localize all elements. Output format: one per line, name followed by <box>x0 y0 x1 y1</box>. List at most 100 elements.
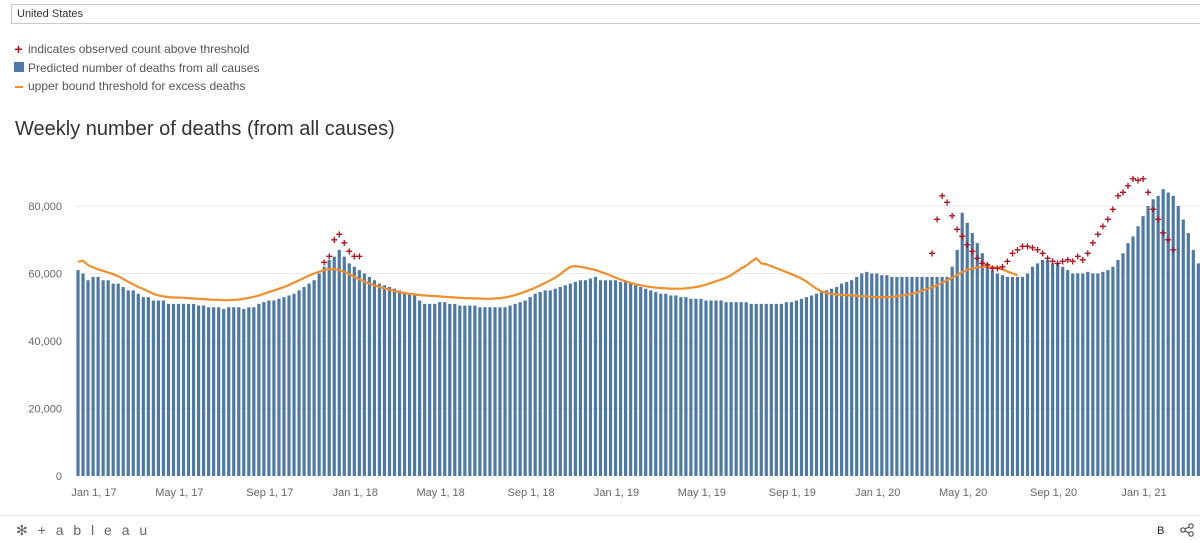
bar <box>352 266 356 476</box>
bar <box>402 292 407 476</box>
bar <box>201 305 206 476</box>
bar <box>935 276 939 476</box>
bar <box>1101 271 1105 476</box>
bar <box>166 303 171 476</box>
bar <box>850 280 854 476</box>
bar <box>890 276 894 476</box>
bar <box>1116 260 1120 476</box>
bar <box>1136 226 1140 476</box>
bar <box>448 303 452 476</box>
bar <box>473 305 477 476</box>
bar <box>709 300 713 476</box>
tableau-logo[interactable]: ✻ + a b l e a u <box>16 522 150 539</box>
bar <box>538 292 542 476</box>
y-tick-label: 40,000 <box>28 336 62 348</box>
legend: + indicates observed count above thresho… <box>12 40 259 96</box>
bar <box>292 293 296 476</box>
bar <box>191 303 196 476</box>
bar <box>493 307 497 476</box>
bar <box>729 302 733 476</box>
bar <box>161 300 166 476</box>
bar <box>1005 276 1010 476</box>
bar <box>438 302 442 476</box>
bar <box>1166 192 1170 476</box>
bar <box>81 273 85 476</box>
x-tick-label: Jan 1, 17 <box>71 487 116 499</box>
observed-marker: + <box>1124 179 1131 193</box>
bar <box>518 302 522 476</box>
bar <box>689 298 693 476</box>
bar <box>855 276 859 476</box>
bar <box>397 290 402 476</box>
bar <box>247 307 251 476</box>
chart-title: Weekly number of deaths (from all causes… <box>15 118 395 140</box>
observed-marker: + <box>994 261 1001 275</box>
observed-marker: + <box>1044 251 1051 265</box>
observed-marker: + <box>1160 226 1167 240</box>
x-tick-label: Jan 1, 21 <box>1121 487 1166 499</box>
bar <box>835 287 839 476</box>
bar <box>478 307 482 476</box>
observed-marker: + <box>1089 236 1096 250</box>
bar <box>212 307 216 476</box>
legend-label-threshold: upper bound threshold for excess deaths <box>28 79 246 94</box>
bar <box>1071 273 1075 476</box>
observed-marker: + <box>1069 255 1076 269</box>
bar <box>377 283 382 476</box>
bar <box>694 298 698 476</box>
bar <box>824 290 829 476</box>
observed-marker: + <box>1104 213 1111 227</box>
bar <box>322 266 326 476</box>
threshold-line <box>77 257 1018 302</box>
x-tick-label: May 1, 19 <box>678 487 726 499</box>
bar <box>880 275 884 476</box>
bar <box>945 276 949 476</box>
bar <box>483 307 487 476</box>
bar <box>106 280 110 476</box>
bar <box>443 302 447 476</box>
bar <box>573 281 577 476</box>
bar <box>287 295 291 476</box>
tableau-mark-icon: ✻ <box>16 522 31 538</box>
bar <box>699 298 703 476</box>
bar <box>196 305 201 476</box>
plus-icon: + <box>14 41 23 58</box>
bar <box>297 290 301 476</box>
bar <box>649 290 653 476</box>
legend-label-predicted: Predicted number of deaths from all caus… <box>28 60 260 75</box>
observed-marker: + <box>1165 233 1172 247</box>
bar <box>639 287 643 476</box>
observed-marker: + <box>1004 255 1011 269</box>
bar <box>995 273 999 476</box>
y-tick-label: 80,000 <box>28 201 62 213</box>
observed-marker: + <box>974 251 981 265</box>
bar <box>875 273 879 476</box>
bar <box>141 297 145 476</box>
legend-item-threshold: upper bound threshold for excess deaths <box>12 77 259 96</box>
bar <box>227 307 231 476</box>
bar <box>367 276 371 476</box>
observed-marker: + <box>1119 186 1126 200</box>
bar <box>357 270 361 476</box>
bar <box>885 275 889 476</box>
observed-marker: + <box>326 250 333 264</box>
share-icon[interactable] <box>1180 523 1194 542</box>
bar <box>1096 273 1100 476</box>
bar <box>970 233 974 476</box>
bar <box>1056 263 1060 476</box>
bar <box>1015 276 1020 476</box>
bar <box>433 303 437 476</box>
bar <box>463 305 467 476</box>
bar <box>955 249 959 476</box>
bar <box>965 222 969 476</box>
observed-marker: + <box>989 261 996 275</box>
bar <box>1196 263 1200 476</box>
location-dropdown[interactable]: United States <box>11 4 1200 24</box>
bar <box>980 253 984 476</box>
bar <box>523 300 527 476</box>
bar <box>392 288 397 476</box>
bar <box>1051 263 1055 476</box>
bar <box>744 302 748 476</box>
bar <box>156 300 160 476</box>
bar <box>151 300 155 476</box>
